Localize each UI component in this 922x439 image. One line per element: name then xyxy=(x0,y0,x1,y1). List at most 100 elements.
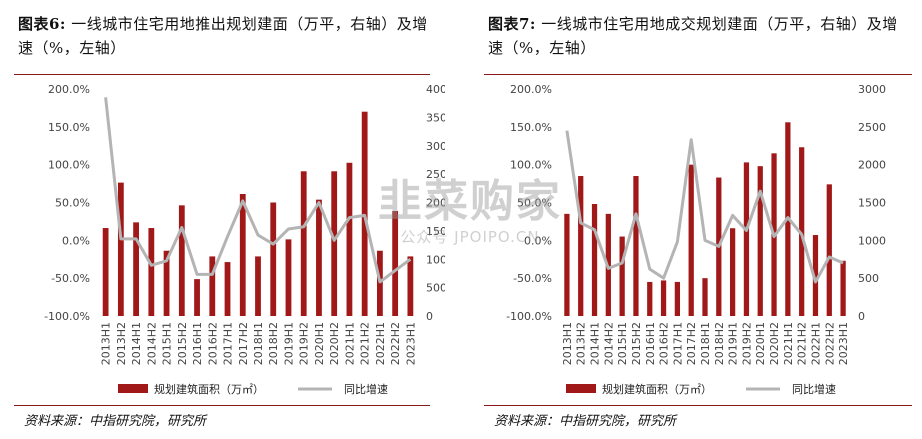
y-left-tick-label: 0.0% xyxy=(524,234,552,247)
x-tick-label: 2016H1 xyxy=(644,322,657,365)
x-tick-label: 2017H2 xyxy=(237,322,250,365)
y-right-tick-label: 4000 xyxy=(426,83,445,96)
legend-bar-swatch xyxy=(566,384,596,393)
bar xyxy=(729,228,736,316)
bar xyxy=(812,235,819,316)
x-tick-label: 2020H2 xyxy=(768,322,781,365)
bar xyxy=(578,176,584,316)
chart-svg: -100.0% -50.0% 0.0% 50.0% 100.0% 150.0% 200.0%… xyxy=(506,83,886,396)
bar xyxy=(674,281,681,316)
y-right-tick-label: 2000 xyxy=(858,159,886,172)
figure-caption: 一线城市住宅用地成交规划建面（万平，右轴）及增速（%，左轴） xyxy=(488,15,898,57)
x-tick-label: 2015H1 xyxy=(616,322,629,365)
legend-bar-label: 规划建筑面积（万㎡） xyxy=(154,382,264,396)
x-tick-label: 2017H1 xyxy=(671,322,684,365)
x-tick-label: 2018H2 xyxy=(713,322,726,365)
x-tick-label: 2017H1 xyxy=(222,322,235,365)
x-tick-label: 2021H1 xyxy=(343,322,356,365)
x-tick-label: 2013H2 xyxy=(575,322,588,365)
y-left-tick-label: 100.0% xyxy=(48,159,90,172)
title-rule xyxy=(14,74,430,75)
x-tick-label: 2019H1 xyxy=(282,322,295,365)
bar xyxy=(117,182,124,316)
figure-caption: 一线城市住宅用地推出规划建面（万平，右轴）及增速（%，左轴） xyxy=(18,15,428,57)
legend-line-label: 同比增速 xyxy=(792,382,836,396)
x-tick-label: 2014H2 xyxy=(145,322,158,365)
bar xyxy=(743,162,750,316)
y-right-tick-label: 500 xyxy=(858,272,879,285)
x-tick-label: 2013H1 xyxy=(561,322,574,365)
x-tick-label: 2014H1 xyxy=(130,322,143,365)
y-right-tick-label: 3000 xyxy=(858,83,886,96)
bar xyxy=(633,176,639,316)
y-right-tick-label: 1000 xyxy=(858,234,886,247)
y-left-tick-label: 50.0% xyxy=(517,197,552,210)
chart-svg: -100.0% -50.0% 0.0% 50.0% 100.0% 150.0% 200.0%… xyxy=(44,83,445,396)
bar xyxy=(209,256,216,316)
y-right-tick-label: 2500 xyxy=(858,121,886,134)
y-right-tick-label: 500 xyxy=(426,282,445,295)
x-tick-label: 2020H1 xyxy=(313,322,326,365)
bar xyxy=(133,222,139,316)
y-left-tick-label: -100.0% xyxy=(44,310,90,323)
x-tick-label: 2014H1 xyxy=(589,322,602,365)
y-left-tick-label: 50.0% xyxy=(55,197,90,210)
x-tick-label: 2015H2 xyxy=(630,322,643,365)
bar xyxy=(392,211,399,316)
bar xyxy=(757,166,763,316)
x-tick-label: 2022H2 xyxy=(389,322,402,365)
bar xyxy=(346,162,353,316)
x-tick-label: 2018H1 xyxy=(699,322,712,365)
bar xyxy=(361,111,368,316)
bar xyxy=(239,193,246,316)
bar xyxy=(331,171,338,316)
x-tick-label: 2020H1 xyxy=(754,322,767,365)
source-note: 资料来源：中指研究院，研究所 xyxy=(494,414,677,429)
bar xyxy=(647,281,653,316)
x-tick-label: 2019H1 xyxy=(727,322,740,365)
source-rule xyxy=(14,405,430,406)
figure-number: 图表6: xyxy=(18,15,66,33)
y-left-tick-label: 200.0% xyxy=(48,83,90,96)
chart-panel-right: 图表7: 一线城市住宅用地成交规划建面（万平，右轴）及增速（%，左轴） -100… xyxy=(470,0,915,439)
x-tick-label: 2021H2 xyxy=(359,322,372,365)
bar xyxy=(564,213,570,316)
y-left-tick-label: 150.0% xyxy=(48,121,90,134)
bar xyxy=(194,279,200,316)
y-left-tick-label: -50.0% xyxy=(51,272,90,285)
bar xyxy=(102,228,109,316)
y-right-tick-label: 0 xyxy=(426,310,433,323)
x-tick-label: 2022H2 xyxy=(823,322,836,365)
x-tick-label: 2023H1 xyxy=(837,322,850,365)
title-rule xyxy=(484,74,912,75)
x-tick-label: 2019H2 xyxy=(298,322,311,365)
bar xyxy=(270,202,277,316)
bar xyxy=(840,260,846,316)
bar xyxy=(591,204,598,316)
y-left-tick-label: 150.0% xyxy=(510,121,552,134)
y-right-tick-label: 1000 xyxy=(426,253,445,266)
growth-line xyxy=(565,130,844,284)
x-tick-label: 2023H1 xyxy=(404,322,417,365)
legend-line-label: 同比增速 xyxy=(344,382,388,396)
source-rule xyxy=(484,405,912,406)
x-tick-label: 2016H1 xyxy=(191,322,204,365)
chart-title: 图表6: 一线城市住宅用地推出规划建面（万平，右轴）及增速（%，左轴） xyxy=(18,12,438,60)
bar xyxy=(316,199,322,316)
legend-bar-swatch xyxy=(118,384,148,393)
bar xyxy=(148,228,155,316)
chart-title: 图表7: 一线城市住宅用地成交规划建面（万平，右轴）及增速（%，左轴） xyxy=(488,12,908,60)
y-left-tick-label: 200.0% xyxy=(510,83,552,96)
bar xyxy=(224,262,231,316)
y-right-tick-label: 3500 xyxy=(426,111,445,124)
y-left-tick-label: 100.0% xyxy=(510,159,552,172)
bar xyxy=(407,256,414,316)
x-tick-label: 2015H1 xyxy=(161,322,174,365)
y-left-tick-label: -50.0% xyxy=(513,272,552,285)
x-tick-label: 2016H2 xyxy=(658,322,671,365)
bar xyxy=(285,239,292,316)
x-tick-label: 2021H1 xyxy=(782,322,795,365)
x-tick-label: 2016H2 xyxy=(206,322,219,365)
figure-number: 图表7: xyxy=(488,15,536,33)
x-tick-label: 2021H2 xyxy=(796,322,809,365)
